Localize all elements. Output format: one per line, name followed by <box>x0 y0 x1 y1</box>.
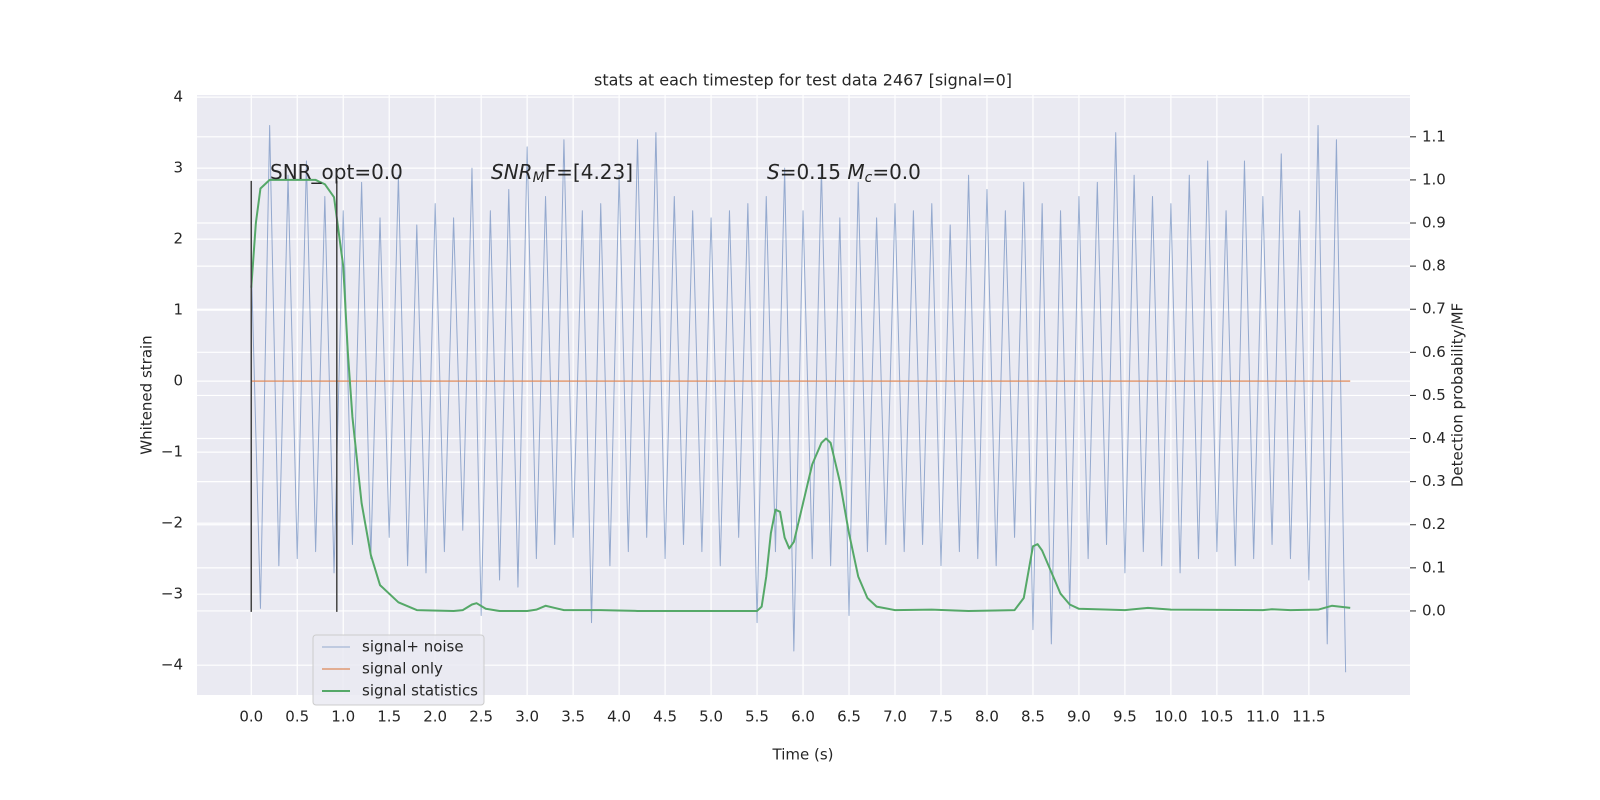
x-tick-label: 9.5 <box>1113 708 1137 726</box>
x-tick-label: 9.0 <box>1067 708 1091 726</box>
x-tick-label: 11.5 <box>1292 708 1325 726</box>
y2-tick-label: 1.0 <box>1422 170 1446 188</box>
x-tick-label: 10.5 <box>1200 708 1233 726</box>
y-tick-label: 4 <box>173 88 183 106</box>
x-tick-label: 8.5 <box>1021 708 1045 726</box>
y2-axis-label: Detection probability/MF <box>1449 303 1467 487</box>
y-tick-label: −1 <box>161 443 183 461</box>
x-tick-label: 2.5 <box>469 708 493 726</box>
annotation-part: c <box>865 170 873 186</box>
x-tick-label: 5.5 <box>745 708 769 726</box>
x-tick-label: 4.5 <box>653 708 677 726</box>
x-tick-label: 3.5 <box>561 708 585 726</box>
y-tick-label: 0 <box>173 372 183 390</box>
y-tick-label: −4 <box>161 656 183 674</box>
x-tick-label: 5.0 <box>699 708 723 726</box>
annotation-part: F=[4.23] <box>545 160 633 184</box>
y-tick-label: 1 <box>173 301 183 319</box>
annotation-part: =0.15 <box>780 160 848 184</box>
annotation-part: M <box>533 170 545 186</box>
y2-tick-label: 0.8 <box>1422 257 1446 275</box>
y-tick-label: −3 <box>161 585 183 603</box>
y-tick-label: 2 <box>173 230 183 248</box>
x-tick-label: 6.0 <box>791 708 815 726</box>
x-axis-label: Time (s) <box>772 746 834 764</box>
y2-tick-label: 0.2 <box>1422 515 1446 533</box>
annotation-part: M <box>847 160 864 184</box>
y2-tick-label: 1.1 <box>1422 127 1446 145</box>
y2-tick-label: 0.0 <box>1422 601 1446 619</box>
x-tick-label: 11.0 <box>1246 708 1279 726</box>
y2-tick-label: 0.6 <box>1422 343 1446 361</box>
annotation-part: =0.0 <box>872 160 921 184</box>
legend-label: signal only <box>362 660 443 678</box>
legend-label: signal+ noise <box>362 638 464 656</box>
x-tick-label: 4.0 <box>607 708 631 726</box>
x-tick-label: 0.5 <box>285 708 309 726</box>
y-tick-label: 3 <box>173 159 183 177</box>
annotation-part: SNR <box>491 160 533 184</box>
annotation: S=0.15 Mc=0.0 <box>767 160 921 187</box>
x-tick-label: 3.0 <box>515 708 539 726</box>
x-tick-label: 0.0 <box>239 708 263 726</box>
series-line <box>250 178 1351 612</box>
y-axis-label: Whitened strain <box>138 335 156 454</box>
annotation-part: SNR_opt=0.0 <box>270 160 403 184</box>
chart-title: stats at each timestep for test data 246… <box>594 71 1012 90</box>
series-line <box>250 125 1347 673</box>
annotation: SNR_opt=0.0 <box>270 160 403 184</box>
annotation: SNRMF=[4.23] <box>491 160 633 187</box>
x-tick-label: 1.5 <box>377 708 401 726</box>
x-tick-label: 2.0 <box>423 708 447 726</box>
y2-tick-label: 0.5 <box>1422 386 1446 404</box>
annotation-part: S <box>767 160 780 184</box>
y2-tick-label: 0.9 <box>1422 214 1446 232</box>
x-tick-label: 1.0 <box>331 708 355 726</box>
y-tick-label: −2 <box>161 514 183 532</box>
x-tick-label: 6.5 <box>837 708 861 726</box>
y2-tick-label: 0.1 <box>1422 558 1446 576</box>
legend: signal+ noise signal only signal statistic… <box>312 634 485 706</box>
x-tick-label: 7.5 <box>929 708 953 726</box>
x-tick-label: 10.0 <box>1154 708 1187 726</box>
y2-tick-label: 0.3 <box>1422 472 1446 490</box>
legend-label: signal statistics <box>362 682 478 700</box>
x-tick-label: 8.0 <box>975 708 999 726</box>
legend-box <box>312 634 485 706</box>
x-tick-label: 7.0 <box>883 708 907 726</box>
y2-tick-label: 0.7 <box>1422 300 1446 318</box>
y2-tick-label: 0.4 <box>1422 429 1446 447</box>
